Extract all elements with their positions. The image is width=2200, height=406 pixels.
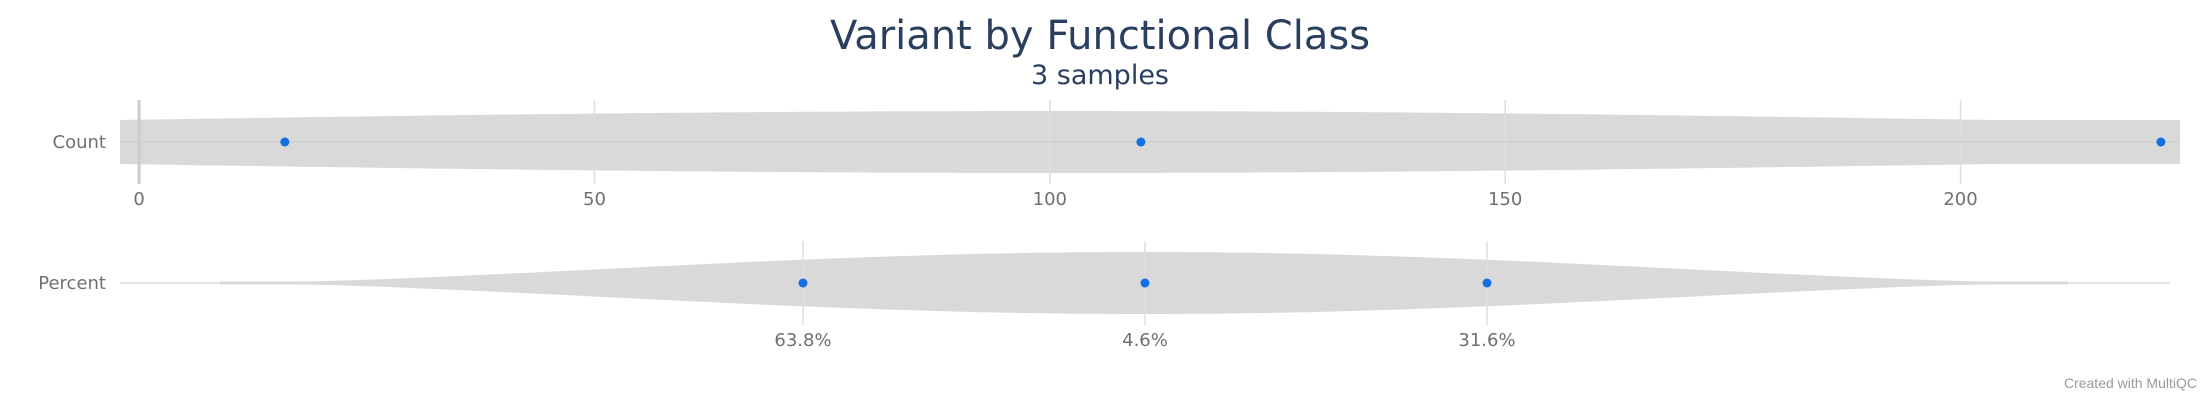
count-tick-label: 50 [583, 189, 606, 210]
percent-tick-label: 63.8% [774, 330, 831, 351]
percent-tick-labels: 63.8% 4.6% 31.6% [774, 330, 1515, 351]
chart-title: Variant by Functional Class [829, 13, 1371, 59]
percent-point[interactable] [1140, 278, 1150, 288]
count-tick-label: 100 [1033, 189, 1067, 210]
percent-tick-label: 4.6% [1122, 330, 1168, 351]
count-tick-label: 0 [133, 189, 144, 210]
row-label-count: Count [53, 132, 106, 153]
percent-points [798, 278, 1492, 288]
count-points [280, 137, 2166, 147]
chart-subtitle: 3 samples [1031, 60, 1169, 91]
count-point[interactable] [2156, 137, 2166, 147]
count-tick-label: 150 [1488, 189, 1522, 210]
count-tick-label: 200 [1943, 189, 1977, 210]
count-point[interactable] [1136, 137, 1146, 147]
percent-row: 63.8% 4.6% 31.6% Percent [38, 241, 2170, 351]
percent-point[interactable] [1482, 278, 1492, 288]
count-tick-labels: 0 50 100 150 200 [133, 189, 1977, 210]
multiqc-credit: Created with MultiQC [2063, 375, 2197, 391]
count-row: 0 50 100 150 200 Count [53, 100, 2180, 210]
percent-point[interactable] [798, 278, 808, 288]
count-point[interactable] [280, 137, 290, 147]
row-label-percent: Percent [38, 273, 106, 294]
percent-tick-label: 31.6% [1458, 330, 1515, 351]
